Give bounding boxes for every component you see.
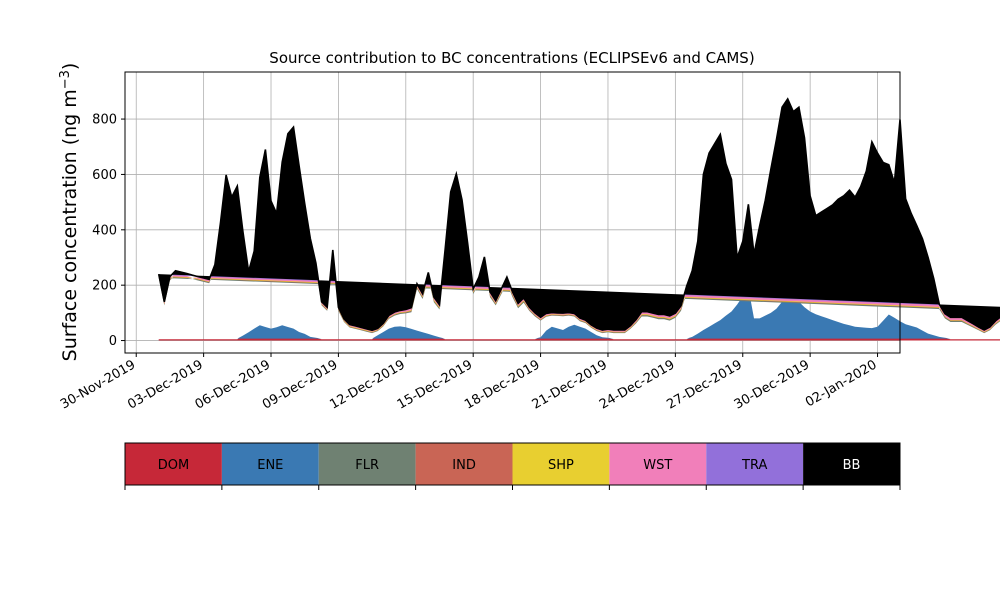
x-tick-label: 18-Dec-2019 [462,357,542,412]
area-bb [158,98,1000,331]
x-tick-label: 27-Dec-2019 [664,357,744,412]
y-tick-label: 400 [92,223,117,238]
legend-swatch-dom [125,443,222,485]
legend-label-wst: WST [643,458,672,473]
x-tick-label: 15-Dec-2019 [395,357,475,412]
legend-swatch-flr [318,443,416,485]
y-tick-label: 800 [92,113,117,128]
legend-label-shp: SHP [548,458,574,473]
x-tick-label: 24-Dec-2019 [597,357,677,412]
y-axis-label-text: Surface concentration (ng m [59,89,81,361]
legend-swatch-wst [609,443,707,485]
y-tick-label: 200 [92,279,117,294]
plot-area: 0 200 400 600 800 30-Nov-201903-Dec-201906-De… [58,71,1000,413]
legend-label-ene: ENE [257,458,283,473]
x-tick-label: 30-Dec-2019 [732,357,812,412]
legend-label-tra: TRA [741,458,767,473]
y-tick-label: 600 [92,168,117,183]
legend-label-bb: BB [843,458,861,473]
x-tick-label: 09-Dec-2019 [260,357,340,412]
x-tick-label: 02-Jan-2020 [803,357,880,410]
plot-frame [124,71,901,354]
legend-swatch-bb [803,443,900,485]
legend-swatch-shp [512,443,610,485]
legend-label-flr: FLR [355,458,379,473]
legend-swatch-ene [221,443,319,485]
x-tick-label: 12-Dec-2019 [327,357,407,412]
legend-label-dom: DOM [158,458,189,473]
total-line [157,97,1000,332]
x-tick-label: 06-Dec-2019 [193,357,273,412]
chart-title: Source contribution to BC concentrations… [269,49,754,67]
y-axis-label: Surface concentration (ng m−3) [58,63,82,362]
legend-swatch-ind [415,443,513,485]
x-tick-label: 21-Dec-2019 [530,357,610,412]
legend: DOM ENE FLR IND SHP WST TRA BB [124,442,901,490]
x-tick-label: 30-Nov-2019 [58,357,138,412]
legend-swatch-tra [706,443,804,485]
y-axis-label-exponent: −3 [58,70,73,89]
y-axis-label-close: ) [59,63,81,70]
y-tick-label: 0 [109,334,117,349]
legend-label-ind: IND [452,458,476,473]
x-tick-label: 03-Dec-2019 [125,357,205,412]
